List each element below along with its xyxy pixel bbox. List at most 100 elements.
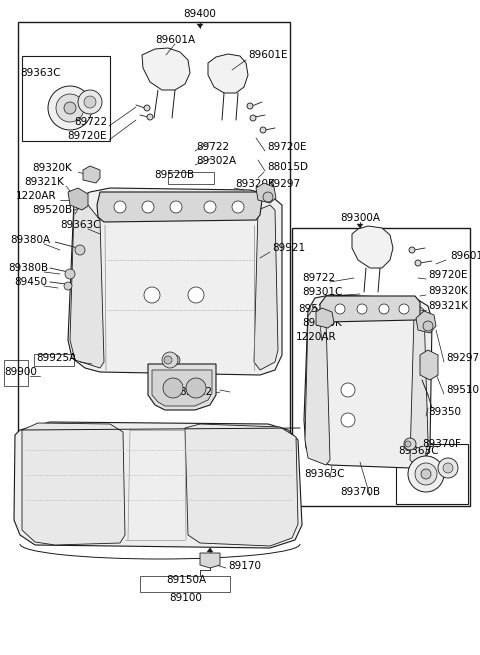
Text: 89601A: 89601A [450,251,480,261]
Circle shape [164,356,172,364]
Circle shape [423,321,433,331]
Text: 89363C: 89363C [304,469,345,479]
Polygon shape [68,188,282,375]
Circle shape [78,90,102,114]
Polygon shape [357,224,363,228]
Polygon shape [83,166,100,183]
Circle shape [144,287,160,303]
Circle shape [64,282,72,290]
Polygon shape [256,183,276,203]
Text: 89300A: 89300A [340,213,380,223]
Polygon shape [148,364,216,410]
Polygon shape [416,311,436,333]
Bar [18,22,290,440]
Bar [168,172,214,184]
Circle shape [408,456,444,492]
Circle shape [64,102,76,114]
Polygon shape [185,424,298,546]
Circle shape [357,304,367,314]
Circle shape [65,269,75,279]
Polygon shape [207,548,213,552]
Text: 89321K: 89321K [428,301,468,311]
Circle shape [188,287,204,303]
Text: 89150A: 89150A [166,575,206,585]
Text: 89510: 89510 [446,385,479,395]
Circle shape [335,304,345,314]
Circle shape [170,355,180,365]
Text: 89363C: 89363C [398,446,439,456]
Circle shape [247,103,253,109]
Bar [140,576,230,592]
Bar [22,56,110,141]
Text: 89510: 89510 [298,304,331,314]
Text: 1220AR: 1220AR [296,332,336,342]
Text: 89400: 89400 [183,9,216,19]
Circle shape [170,201,182,213]
Circle shape [56,94,84,122]
Circle shape [204,201,216,213]
Text: 1220AR: 1220AR [16,191,57,201]
Text: 89720E: 89720E [68,131,107,141]
Circle shape [438,458,458,478]
Bar [4,360,28,386]
Polygon shape [304,295,432,468]
Polygon shape [200,553,220,568]
Circle shape [405,441,411,447]
Circle shape [379,304,389,314]
Circle shape [409,247,415,253]
Text: 89370B: 89370B [340,487,380,497]
Polygon shape [22,423,125,545]
Text: 89301C: 89301C [302,287,342,297]
Circle shape [341,383,355,397]
Polygon shape [316,308,334,328]
Polygon shape [410,305,428,465]
Circle shape [415,463,437,485]
Text: 89350: 89350 [428,407,461,417]
Circle shape [421,469,431,479]
Circle shape [399,304,409,314]
Polygon shape [68,188,88,210]
Circle shape [250,115,256,121]
Text: 88015D: 88015D [267,162,308,172]
Text: 89297: 89297 [267,179,300,189]
Text: 89601E: 89601E [248,50,288,60]
Circle shape [443,463,453,473]
Text: 89925A: 89925A [36,353,76,363]
Text: 89601A: 89601A [155,35,195,45]
Text: 89450: 89450 [14,277,47,287]
Circle shape [186,378,206,398]
Circle shape [162,352,178,368]
Bar [292,228,470,506]
Text: 89321K: 89321K [24,177,64,187]
Text: 89380A: 89380A [10,235,50,245]
Polygon shape [142,48,190,90]
Text: 89722: 89722 [196,142,229,152]
Circle shape [263,192,273,202]
Text: 89363C: 89363C [60,220,100,230]
Polygon shape [254,205,278,370]
Text: 89722: 89722 [302,273,335,283]
Text: 89722: 89722 [74,117,107,127]
Polygon shape [97,192,262,222]
Bar [34,354,74,366]
Circle shape [232,201,244,213]
Polygon shape [320,296,420,322]
Text: 89320K: 89320K [235,179,275,189]
Circle shape [163,378,183,398]
Text: 89363C: 89363C [20,68,60,78]
Polygon shape [208,54,248,93]
Circle shape [144,105,150,111]
Text: 89520B: 89520B [154,170,194,180]
Text: 89380B: 89380B [8,263,48,273]
Text: 89720E: 89720E [428,270,468,280]
Circle shape [75,245,85,255]
Circle shape [84,96,96,108]
Polygon shape [352,226,393,268]
Text: 89320K: 89320K [428,286,468,296]
Circle shape [404,438,416,450]
Polygon shape [197,24,203,28]
Polygon shape [14,422,302,548]
Text: 89320K: 89320K [302,318,342,328]
Text: 89720E: 89720E [267,142,307,152]
Text: 89297: 89297 [446,353,479,363]
